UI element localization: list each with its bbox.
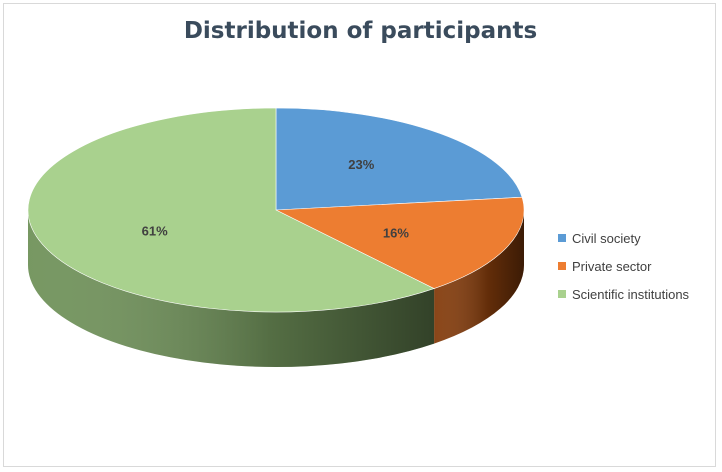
chart-frame: Distribution of participants 23% 16% 61% C… — [3, 3, 716, 467]
legend-label: Scientific institutions — [572, 286, 690, 302]
legend-label: Private sector — [572, 258, 652, 274]
pie-slice — [274, 196, 525, 289]
pie-sides — [28, 210, 524, 367]
pie-slice-side-shade — [434, 210, 524, 344]
legend-item-private-sector: Private sector — [558, 252, 689, 280]
pie-slice-side-shade — [28, 210, 435, 367]
pie-data-label: 16% — [383, 226, 409, 241]
legend-swatch — [558, 290, 566, 298]
chart-title: Distribution of participants — [183, 18, 538, 44]
legend-item-scientific-institutions: Scientific institutions — [558, 280, 689, 308]
legend-label: Civil society — [572, 230, 641, 246]
pie-slice — [27, 107, 435, 313]
pie-chart: 23% 16% 61% — [27, 107, 525, 367]
chart-legend: Civil society Private sector Scientific … — [558, 224, 689, 308]
legend-item-civil-society: Civil society — [558, 224, 689, 252]
pie-data-labels: 23% 16% 61% — [142, 157, 410, 240]
pie-slice — [275, 107, 523, 211]
pie-data-label: 61% — [142, 224, 168, 239]
pie-data-label: 23% — [348, 157, 374, 172]
legend-swatch — [558, 262, 566, 270]
legend-swatch — [558, 234, 566, 242]
pie-tops — [27, 107, 525, 313]
